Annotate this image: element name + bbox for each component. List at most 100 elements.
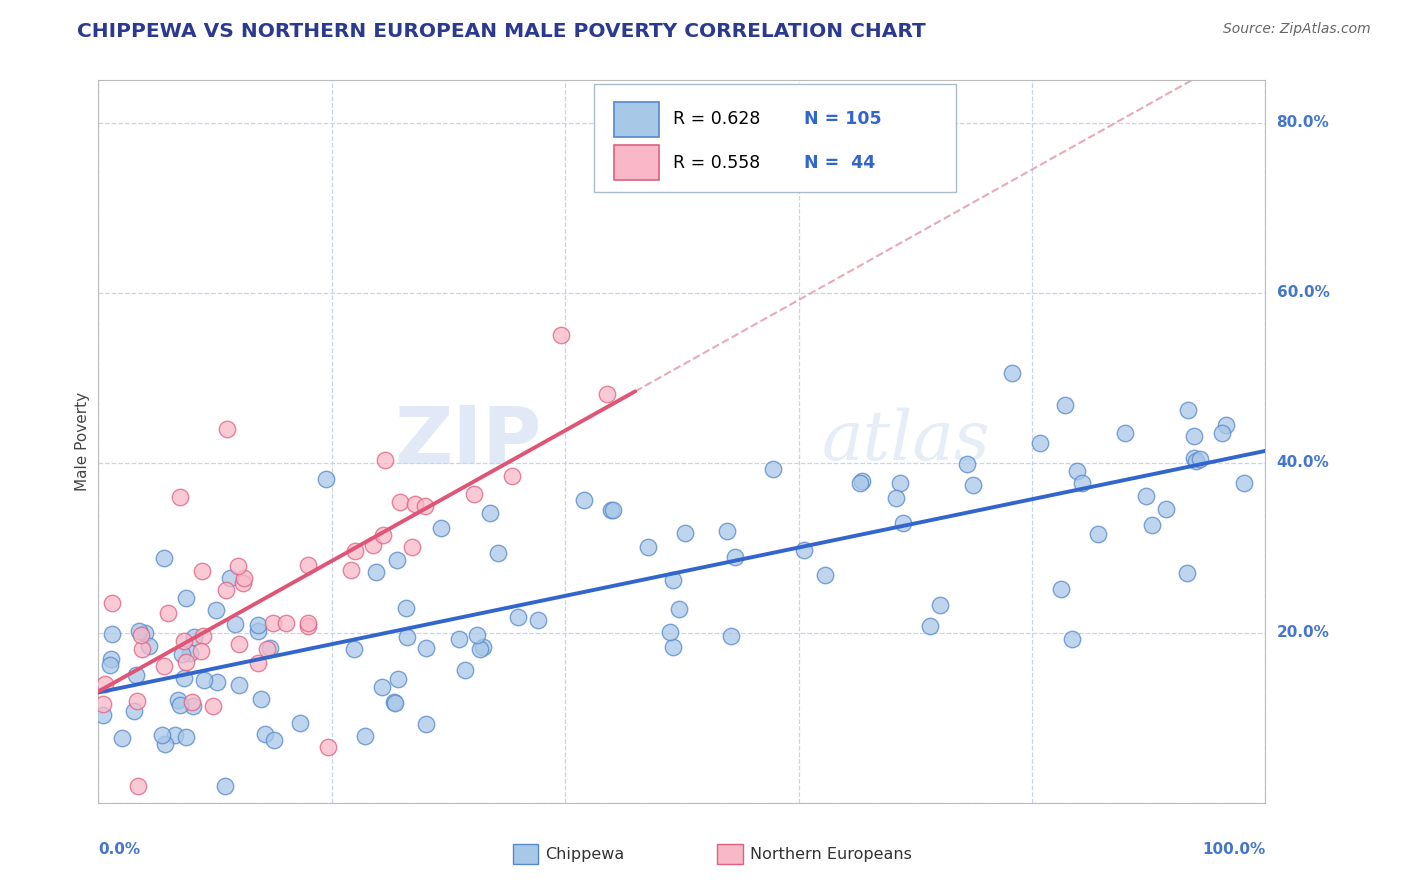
Point <box>131 641 153 656</box>
Point <box>297 619 319 633</box>
Point <box>675 525 697 540</box>
Text: N = 105: N = 105 <box>804 111 882 128</box>
Point <box>659 624 682 639</box>
Point <box>928 599 950 613</box>
Point <box>602 502 624 516</box>
Point <box>263 733 285 747</box>
Point <box>153 659 176 673</box>
Point <box>382 695 405 709</box>
Point <box>125 667 148 681</box>
Point <box>1066 464 1088 478</box>
Point <box>814 568 837 582</box>
Point <box>93 677 115 691</box>
Point <box>101 627 124 641</box>
Point <box>193 673 215 687</box>
Point <box>297 615 319 630</box>
Point <box>91 707 114 722</box>
Point <box>884 491 907 506</box>
Point <box>152 550 174 565</box>
Point <box>501 468 523 483</box>
Point <box>724 550 747 565</box>
Point <box>297 558 319 572</box>
Point <box>256 641 278 656</box>
Point <box>179 647 201 661</box>
Point <box>224 617 246 632</box>
Point <box>1049 582 1071 596</box>
Point <box>190 644 212 658</box>
Point <box>183 630 205 644</box>
Point <box>134 626 156 640</box>
Point <box>470 642 492 657</box>
Text: 60.0%: 60.0% <box>1277 285 1330 301</box>
Point <box>1114 425 1136 440</box>
FancyBboxPatch shape <box>614 145 658 180</box>
Point <box>316 739 339 754</box>
Point <box>413 499 436 513</box>
Text: Source: ZipAtlas.com: Source: ZipAtlas.com <box>1223 22 1371 37</box>
Point <box>274 616 297 631</box>
Point <box>228 678 250 692</box>
Point <box>176 655 198 669</box>
Point <box>394 601 416 615</box>
Point <box>1001 366 1024 380</box>
Point <box>173 671 195 685</box>
Point <box>1182 429 1205 443</box>
Point <box>129 628 152 642</box>
Point <box>662 574 685 588</box>
Point <box>374 453 396 467</box>
Text: 100.0%: 100.0% <box>1202 842 1265 856</box>
Point <box>290 715 312 730</box>
Point <box>191 564 214 578</box>
Point <box>91 697 114 711</box>
Text: Northern Europeans: Northern Europeans <box>749 847 911 862</box>
Point <box>396 630 419 644</box>
Point <box>233 571 256 585</box>
Point <box>262 615 284 630</box>
Point <box>387 672 409 686</box>
Point <box>506 610 529 624</box>
Point <box>250 692 273 706</box>
Point <box>918 618 941 632</box>
Point <box>465 627 488 641</box>
Point <box>169 490 191 504</box>
Point <box>851 474 873 488</box>
Point <box>404 497 426 511</box>
Point <box>111 731 134 745</box>
Point <box>762 461 785 475</box>
Point <box>889 476 911 491</box>
Point <box>1182 450 1205 465</box>
Point <box>1062 632 1084 646</box>
FancyBboxPatch shape <box>717 844 742 864</box>
Point <box>385 553 408 567</box>
Text: ZIP: ZIP <box>395 402 541 481</box>
Point <box>214 779 236 793</box>
Point <box>373 528 395 542</box>
Point <box>486 546 509 560</box>
Point <box>527 613 550 627</box>
Point <box>1070 476 1092 491</box>
Point <box>138 639 160 653</box>
Text: Chippewa: Chippewa <box>546 847 624 862</box>
Point <box>384 696 406 710</box>
Point <box>157 606 180 620</box>
Point <box>600 503 623 517</box>
Point <box>361 538 384 552</box>
Point <box>1087 527 1109 541</box>
Point <box>550 328 572 343</box>
Point <box>204 603 226 617</box>
Text: R = 0.628: R = 0.628 <box>672 111 761 128</box>
Point <box>228 558 250 573</box>
Point <box>127 779 149 793</box>
Point <box>401 540 423 554</box>
Text: N =  44: N = 44 <box>804 153 876 171</box>
Point <box>100 652 122 666</box>
Y-axis label: Male Poverty: Male Poverty <box>75 392 90 491</box>
Point <box>343 642 366 657</box>
Point <box>124 704 146 718</box>
Point <box>180 695 202 709</box>
Point <box>1135 490 1157 504</box>
Point <box>166 692 188 706</box>
FancyBboxPatch shape <box>595 84 956 193</box>
Point <box>218 571 240 585</box>
Point <box>1184 453 1206 467</box>
